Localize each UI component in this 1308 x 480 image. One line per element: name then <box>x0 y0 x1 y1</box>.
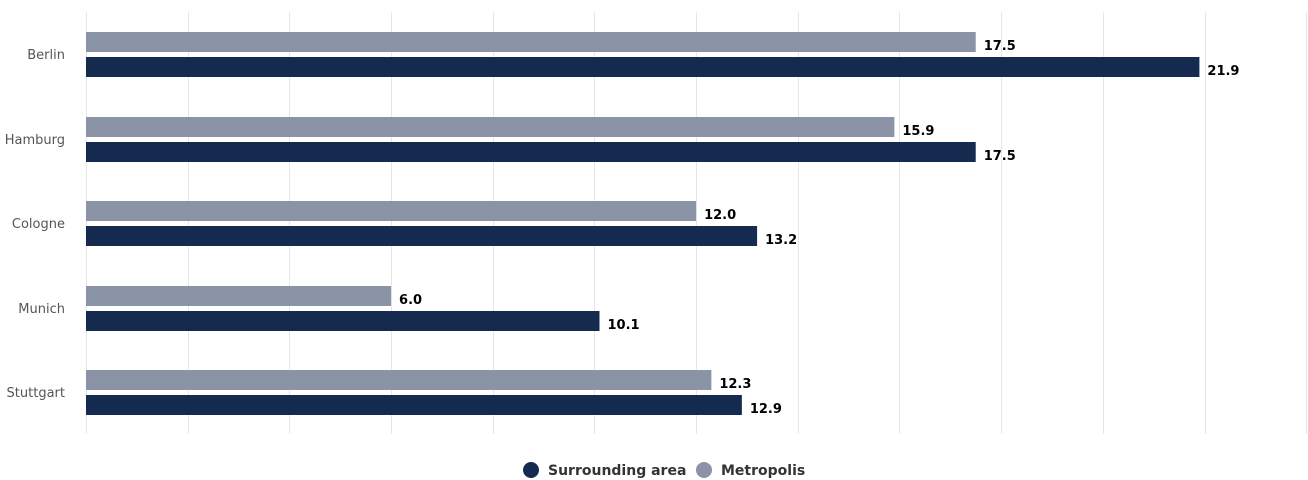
bar-metropolis-berlin[interactable] <box>86 32 976 52</box>
grid-lines <box>86 12 1307 434</box>
data-label-metropolis-cologne: 12.0 <box>704 208 736 223</box>
legend-marker-surrounding-area[interactable] <box>523 462 539 478</box>
data-label-surrounding-area-munich: 10.1 <box>607 318 639 333</box>
category-label-hamburg: Hamburg <box>5 133 65 148</box>
data-label-metropolis-munich: 6.0 <box>399 293 422 308</box>
category-label-stuttgart: Stuttgart <box>7 386 65 401</box>
bar-metropolis-stuttgart[interactable] <box>86 370 712 390</box>
legend-label-metropolis[interactable]: Metropolis <box>721 463 805 479</box>
category-label-berlin: Berlin <box>27 48 65 63</box>
bars: 17.5 21.9 15.9 17.5 12.0 13.2 6.0 10.1 12.3 12.9 <box>86 32 1239 417</box>
bar-surrounding-area-hamburg[interactable] <box>86 142 976 162</box>
bar-metropolis-cologne[interactable] <box>86 201 697 221</box>
bar-metropolis-hamburg[interactable] <box>86 117 895 137</box>
data-label-metropolis-hamburg: 15.9 <box>902 124 934 139</box>
category-label-munich: Munich <box>18 302 65 317</box>
legend-label-surrounding-area[interactable]: Surrounding area <box>548 463 686 479</box>
bar-surrounding-area-munich[interactable] <box>86 311 600 331</box>
data-label-metropolis-stuttgart: 12.3 <box>719 377 751 392</box>
data-label-surrounding-area-cologne: 13.2 <box>765 233 797 248</box>
data-label-surrounding-area-berlin: 21.9 <box>1207 64 1239 79</box>
bar-surrounding-area-berlin[interactable] <box>86 57 1200 77</box>
category-label-cologne: Cologne <box>12 217 65 232</box>
data-label-surrounding-area-hamburg: 17.5 <box>984 149 1016 164</box>
legend-marker-metropolis[interactable] <box>696 462 712 478</box>
bar-surrounding-area-stuttgart[interactable] <box>86 395 742 415</box>
data-label-surrounding-area-stuttgart: 12.9 <box>750 402 782 417</box>
data-label-metropolis-berlin: 17.5 <box>984 39 1016 54</box>
bar-metropolis-munich[interactable] <box>86 286 392 306</box>
bar-surrounding-area-cologne[interactable] <box>86 226 758 246</box>
legend[interactable]: Surrounding area Metropolis <box>523 462 805 479</box>
category-labels: Berlin Hamburg Cologne Munich Stuttgart <box>5 48 65 401</box>
